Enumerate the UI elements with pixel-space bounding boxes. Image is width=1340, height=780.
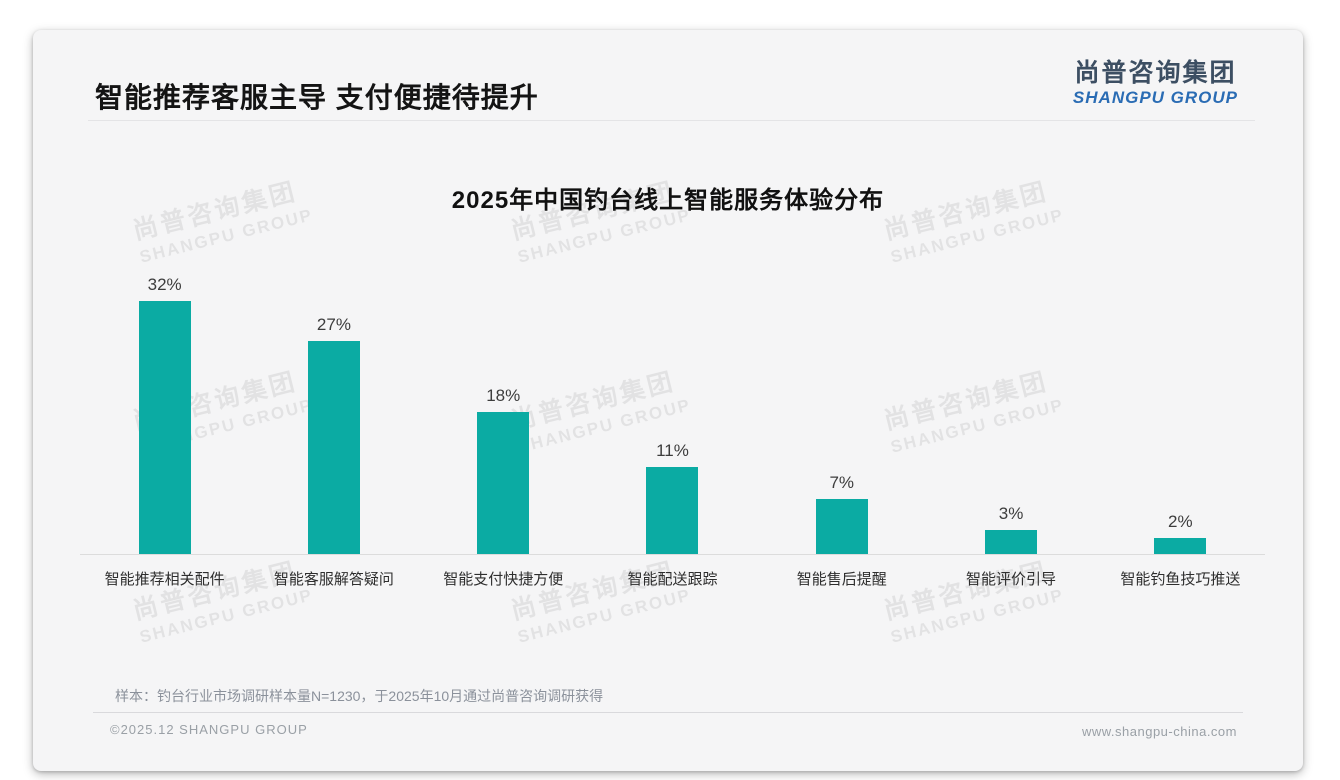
category-label: 智能推荐相关配件 xyxy=(104,571,225,588)
company-logo: 尚普咨询集团 SHANGPU GROUP xyxy=(1073,58,1238,108)
bar-value-label: 7% xyxy=(829,473,855,492)
x-axis-line xyxy=(80,554,1265,555)
plot-area: 32% 27% 18% 11% 7% 3% 2% xyxy=(80,224,1265,554)
category-label: 智能配送跟踪 xyxy=(627,571,718,588)
bar xyxy=(1154,538,1207,554)
bar-value-label: 2% xyxy=(1168,512,1193,531)
bar xyxy=(646,467,699,554)
bar-value-label: 11% xyxy=(656,441,689,460)
bar-value-label: 3% xyxy=(998,504,1024,523)
page-title: 智能推荐客服主导 支付便捷待提升 xyxy=(95,82,539,113)
bar-value-label: 32% xyxy=(147,275,182,294)
slide-card: 智能推荐客服主导 支付便捷待提升 尚普咨询集团 SHANGPU GROUP 尚普… xyxy=(33,30,1303,771)
category-label: 智能评价引导 xyxy=(966,571,1057,588)
bar xyxy=(815,499,868,554)
bar-slot: 32% xyxy=(80,275,249,554)
bar xyxy=(138,301,191,554)
bar-slot: 2% xyxy=(1096,512,1265,554)
bar-value-label: 18% xyxy=(486,386,521,405)
bar xyxy=(477,412,530,554)
watermark: 尚普咨询集团 SHANGPU GROUP xyxy=(880,549,1067,647)
bar xyxy=(985,530,1038,554)
category-label: 智能钓鱼技巧推送 xyxy=(1120,571,1241,588)
logo-en-text: SHANGPU GROUP xyxy=(1072,88,1238,107)
logo-cn-text: 尚普咨询集团 xyxy=(1074,59,1237,87)
bar xyxy=(307,341,360,554)
watermark-en-text: SHANGPU GROUP xyxy=(888,585,1067,647)
bar-slot: 18% xyxy=(419,386,588,554)
website-text: www.shangpu-china.com xyxy=(1081,724,1237,739)
bar-value-label: 27% xyxy=(316,315,351,334)
header-divider xyxy=(88,120,1255,121)
copyright-text: ©2025.12 SHANGPU GROUP xyxy=(110,722,308,737)
footer-divider xyxy=(93,712,1243,713)
bar-slot: 3% xyxy=(926,504,1095,554)
watermark: 尚普咨询集团 SHANGPU GROUP xyxy=(129,549,316,647)
watermark: 尚普咨询集团 SHANGPU GROUP xyxy=(507,549,694,647)
chart-title: 2025年中国钓台线上智能服务体验分布 xyxy=(451,187,885,214)
bar-slot: 11% xyxy=(588,441,757,554)
bar-slot: 7% xyxy=(757,473,926,554)
sample-note: 样本：钓台行业市场调研样本量N=1230，于2025年10月通过尚普咨询调研获得 xyxy=(115,688,604,704)
category-label: 智能支付快捷方便 xyxy=(443,571,564,588)
watermark-en-text: SHANGPU GROUP xyxy=(137,585,316,647)
category-axis: 智能推荐相关配件 智能客服解答疑问 智能支付快捷方便 智能配送跟踪 智能售后提醒 智能评价… xyxy=(80,568,1265,589)
category-label: 智能售后提醒 xyxy=(796,571,887,588)
bar-slot: 27% xyxy=(249,315,418,554)
category-label: 智能客服解答疑问 xyxy=(273,571,394,588)
watermark-en-text: SHANGPU GROUP xyxy=(515,585,694,647)
